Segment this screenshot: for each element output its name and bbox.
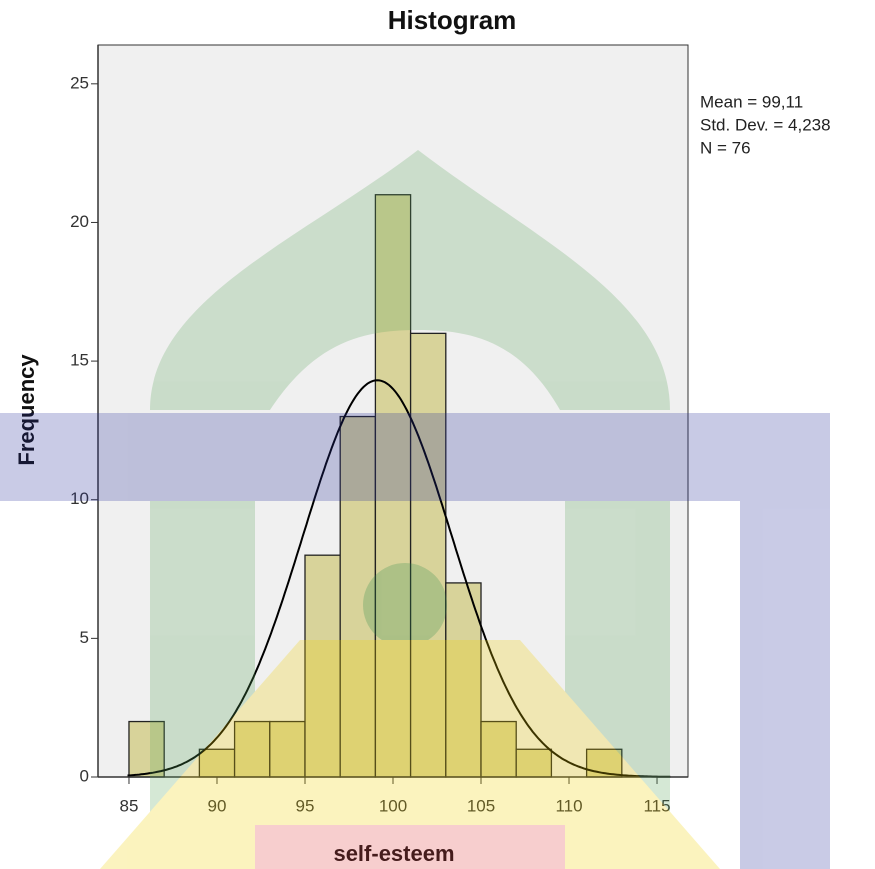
y-tick-label: 25 xyxy=(70,73,89,92)
bar xyxy=(374,194,412,778)
x-tick-label: 90 xyxy=(208,796,227,815)
bar xyxy=(445,582,482,778)
x-tick-label: 95 xyxy=(296,796,315,815)
watermark-column xyxy=(740,501,830,869)
x-tick-label: 85 xyxy=(120,796,139,815)
x-tick-label: 115 xyxy=(643,796,670,815)
normal-curve xyxy=(127,379,671,778)
y-tick-label: 5 xyxy=(80,628,89,647)
bar xyxy=(128,720,165,778)
bar xyxy=(233,720,271,778)
bar xyxy=(269,720,306,778)
y-axis-label: Frequency xyxy=(14,354,39,466)
bar xyxy=(198,748,236,778)
stats-label: Std. Dev. = 4,238 xyxy=(700,115,831,134)
y-tick-label: 10 xyxy=(70,489,89,508)
bar xyxy=(304,554,341,778)
x-tick-label: 100 xyxy=(379,796,407,815)
y-tick-label: 20 xyxy=(70,212,89,231)
bar xyxy=(480,720,517,778)
x-tick-label: 105 xyxy=(467,796,495,815)
chart-title: Histogram xyxy=(388,5,517,35)
y-tick-label: 0 xyxy=(80,766,89,785)
y-tick-label: 15 xyxy=(70,351,89,370)
x-axis-label: self-esteem xyxy=(333,841,454,866)
stats-label: Mean = 99,11 xyxy=(700,92,803,111)
plot-layer: 0 5 10 15 20 25 85 90 95 100 105 110 115 Mean = 99,11… xyxy=(70,45,831,815)
bar xyxy=(339,415,377,778)
bar xyxy=(409,332,447,778)
stats-label: N = 76 xyxy=(700,138,751,157)
x-tick-label: 110 xyxy=(555,796,582,815)
bar xyxy=(515,748,553,778)
